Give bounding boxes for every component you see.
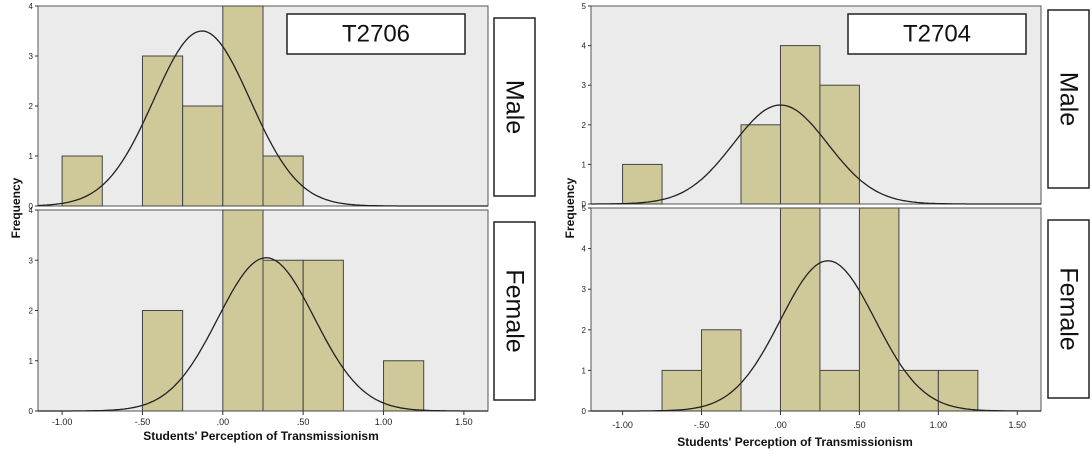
strip-label-box bbox=[1047, 219, 1090, 399]
y-tick-label: 5 bbox=[582, 204, 587, 213]
x-tick-label: .00 bbox=[217, 417, 230, 427]
strip-label-female: Female bbox=[1055, 267, 1083, 350]
x-axis-title: Students' Perception of Transmissionism bbox=[677, 435, 913, 449]
x-tick-label: 1.00 bbox=[375, 417, 393, 427]
strip-label-female: Female bbox=[501, 269, 529, 352]
y-axis-title: Frequency bbox=[563, 177, 577, 238]
y-tick-label: 1 bbox=[29, 152, 34, 161]
histogram-bar bbox=[779, 45, 821, 205]
histogram-bar bbox=[898, 369, 939, 412]
y-tick-label: 4 bbox=[29, 2, 34, 11]
histogram-bar bbox=[701, 329, 742, 412]
y-tick-label: 0 bbox=[29, 202, 34, 211]
x-axis-title: Students' Perception of Transmissionism bbox=[143, 429, 379, 443]
x-tick-label: -1.00 bbox=[612, 420, 633, 430]
panel-female: 0 1 2 3 4 Female bbox=[29, 206, 536, 416]
normal-curve bbox=[37, 30, 488, 207]
histogram-bar bbox=[858, 207, 900, 412]
strip-label-male: Male bbox=[1055, 72, 1083, 126]
histogram-bar bbox=[182, 105, 224, 207]
x-tick-label: .50 bbox=[853, 420, 866, 430]
histogram-bar bbox=[262, 259, 304, 412]
y-tick-label: 1 bbox=[29, 357, 34, 366]
histogram-chart-1: 0 1 2 3 4 Male 0 1 2 3 4 Female -1.00 -.50 .00 .50 1.00 1… bbox=[9, 2, 536, 443]
histogram-bar bbox=[622, 163, 663, 205]
histogram-bar bbox=[222, 209, 264, 412]
strip-label-male: Male bbox=[501, 80, 529, 134]
chart-title: T2706 bbox=[342, 21, 410, 48]
y-tick-label: 0 bbox=[582, 407, 587, 416]
histogram-bar bbox=[141, 310, 184, 412]
y-tick-label: 0 bbox=[582, 200, 587, 209]
x-tick-label: .50 bbox=[297, 417, 310, 427]
y-tick-label: 3 bbox=[582, 285, 587, 294]
histogram-bar bbox=[819, 369, 860, 412]
histogram-chart-2: 0 1 2 3 4 5 Male 0 1 2 3 4 5 Female -1.00 -.50 .00 .50 1.0… bbox=[563, 2, 1090, 449]
strip-label-box bbox=[493, 17, 536, 197]
y-tick-label: 0 bbox=[29, 407, 34, 416]
x-tick-label: 1.50 bbox=[1009, 420, 1027, 430]
y-tick-label: 3 bbox=[29, 256, 34, 265]
y-tick-label: 2 bbox=[29, 307, 34, 316]
y-tick-label: 2 bbox=[582, 121, 587, 130]
y-tick-label: 5 bbox=[582, 2, 587, 11]
chart-title: T2704 bbox=[903, 21, 971, 48]
y-tick-label: 4 bbox=[582, 42, 587, 51]
x-tick-label: -1.00 bbox=[52, 417, 73, 427]
histogram-bar bbox=[222, 5, 264, 207]
x-tick-label: 1.50 bbox=[455, 417, 473, 427]
y-tick-label: 2 bbox=[29, 102, 34, 111]
histogram-bar bbox=[937, 369, 979, 412]
chart-title-box bbox=[286, 13, 466, 55]
y-tick-label: 1 bbox=[582, 366, 587, 375]
histogram-bar bbox=[740, 124, 781, 205]
x-tick-label: -.50 bbox=[694, 420, 710, 430]
chart-title-box bbox=[847, 13, 1027, 55]
x-tick-label: .00 bbox=[774, 420, 787, 430]
y-tick-label: 3 bbox=[29, 52, 34, 61]
normal-curve bbox=[591, 260, 1041, 412]
normal-curve bbox=[38, 257, 488, 412]
x-tick-label: 1.00 bbox=[930, 420, 948, 430]
histogram-bar bbox=[141, 55, 184, 207]
panel-female: 0 1 2 3 4 5 Female bbox=[582, 204, 1090, 416]
y-tick-label: 4 bbox=[582, 245, 587, 254]
normal-curve bbox=[591, 104, 1041, 205]
y-axis-title: Frequency bbox=[9, 177, 23, 238]
y-tick-label: 4 bbox=[29, 206, 34, 215]
x-tick-label: -.50 bbox=[135, 417, 151, 427]
y-tick-label: 3 bbox=[582, 81, 587, 90]
histogram-bar bbox=[383, 360, 425, 412]
y-tick-label: 2 bbox=[582, 326, 587, 335]
histogram-bar bbox=[661, 369, 703, 412]
histogram-bar bbox=[819, 84, 860, 205]
y-tick-label: 1 bbox=[582, 160, 587, 169]
strip-label-box bbox=[1047, 9, 1090, 189]
strip-label-box bbox=[493, 221, 536, 401]
histogram-bar bbox=[779, 207, 821, 412]
